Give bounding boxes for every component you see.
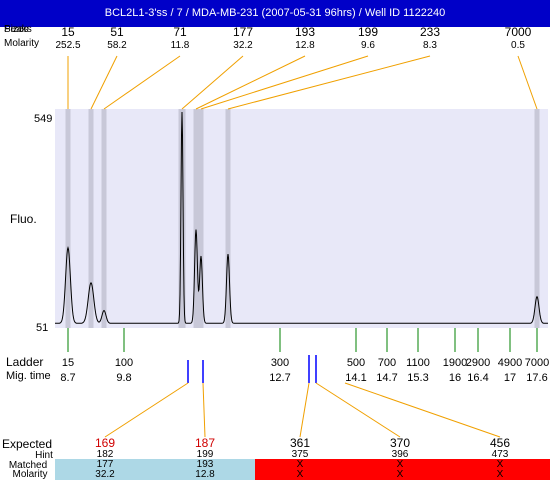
unmatched-bar: [255, 459, 550, 480]
ladder-mig-time: 9.8: [116, 372, 132, 384]
matched-bar: [55, 459, 255, 480]
peak-connector: [200, 55, 369, 110]
expected-value: 169: [94, 436, 116, 450]
sizes-label: Sizes: [4, 24, 29, 35]
hint-value: 199: [196, 449, 214, 460]
hint-value: 473: [491, 449, 509, 460]
expected-value: 187: [194, 436, 216, 450]
peak-size: 51: [110, 25, 124, 39]
ladder-mig-time: 16: [448, 372, 462, 384]
peak-size: 193: [294, 25, 316, 39]
peak-molarity: 12.8: [295, 40, 315, 51]
peak-band: [65, 109, 71, 328]
chart-title: BCL2L1-3'ss / 7 / MDA-MB-231 (2007-05-31…: [104, 7, 446, 19]
peak-band: [88, 109, 94, 328]
peak-connector: [195, 55, 306, 110]
y-axis-top-label: 549: [34, 113, 53, 125]
peak-size: 199: [357, 25, 379, 39]
ladder-size: 100: [114, 357, 134, 369]
peak-molarity: 0.5: [511, 40, 525, 51]
peak-band: [101, 109, 107, 328]
ladder-size: 7000: [524, 357, 550, 369]
peak-connector: [517, 55, 538, 110]
peak-size: 233: [419, 25, 441, 39]
ladder-mig-time: 14.7: [376, 372, 398, 384]
matched-molarity-value: 12.8: [195, 469, 215, 480]
matched-molarity-value: 32.2: [95, 469, 115, 480]
y-axis-title: Fluo.: [10, 212, 37, 226]
ladder-label: Ladder: [6, 355, 44, 369]
peak-size: 71: [173, 25, 187, 39]
title-bar: BCL2L1-3'ss / 7 / MDA-MB-231 (2007-05-31…: [0, 0, 550, 27]
peak-band: [225, 109, 231, 328]
ladder-size: 700: [377, 357, 397, 369]
peak-connector: [90, 55, 118, 110]
peak-molarity: 32.2: [233, 40, 253, 51]
ladder-mig-time: 14.1: [345, 372, 367, 384]
ladder-size: 1100: [406, 357, 430, 369]
peak-band: [534, 109, 540, 328]
peak-band: [178, 109, 186, 328]
peak-band: [198, 109, 204, 328]
peak-connector: [181, 55, 244, 110]
expected-value: 361: [289, 436, 311, 450]
matched-value: 177: [96, 459, 114, 470]
expected-connector: [104, 382, 189, 438]
expected-connector: [315, 382, 401, 438]
molarity-header-label: Molarity: [4, 38, 40, 49]
peak-connector: [227, 55, 431, 110]
expected-value: 370: [389, 436, 411, 450]
peak-molarity: 58.2: [107, 40, 127, 51]
ladder-mig-time: 17: [503, 372, 517, 384]
matched-molarity-value: X: [296, 469, 304, 480]
ladder-size: 300: [270, 357, 290, 369]
expected-value: 456: [489, 436, 511, 450]
mig-time-label: Mig. time: [6, 370, 51, 382]
matched-molarity-value: X: [496, 469, 504, 480]
expected-connector: [344, 382, 501, 438]
ladder-size: 4900: [497, 357, 523, 369]
peak-molarity: 252.5: [55, 40, 81, 51]
peak-molarity: 8.3: [423, 40, 437, 51]
hint-value: 182: [96, 449, 114, 460]
ladder-mig-time: 16.4: [467, 372, 489, 384]
hint-value: 396: [391, 449, 409, 460]
plot-area: [55, 109, 548, 328]
peak-size: 7000: [504, 25, 532, 39]
ladder-mig-time: 8.7: [60, 372, 76, 384]
peaks-label: Peaks: [4, 24, 32, 35]
matched-value: X: [496, 459, 504, 470]
ladder-mig-time: 17.6: [526, 372, 548, 384]
y-axis-bottom-label: 51: [36, 322, 49, 334]
molarity-label: Molarity: [12, 469, 48, 480]
peak-size: 177: [232, 25, 254, 39]
fluorescence-trace: [55, 111, 548, 324]
matched-value: 193: [196, 459, 214, 470]
ladder-size: 1900: [442, 357, 468, 369]
ladder-mig-time: 12.7: [269, 372, 291, 384]
matched-value: X: [396, 459, 404, 470]
ladder-size: 15: [61, 357, 75, 369]
ladder-size: 500: [346, 357, 366, 369]
peak-size: 15: [61, 25, 75, 39]
expected-label: Expected: [2, 437, 53, 451]
matched-molarity-value: X: [396, 469, 404, 480]
expected-connector: [299, 382, 310, 438]
ladder-mig-time: 15.3: [407, 372, 429, 384]
peak-band: [193, 109, 199, 328]
hint-value: 375: [291, 449, 309, 460]
hint-label: Hint: [35, 450, 53, 461]
peak-molarity: 11.8: [170, 40, 190, 51]
peak-connector: [103, 55, 181, 110]
expected-connector: [202, 382, 206, 438]
matched-value: X: [296, 459, 304, 470]
matched-label: Matched: [8, 460, 48, 471]
peak-molarity: 9.6: [361, 40, 375, 51]
ladder-size: 2900: [465, 357, 491, 369]
